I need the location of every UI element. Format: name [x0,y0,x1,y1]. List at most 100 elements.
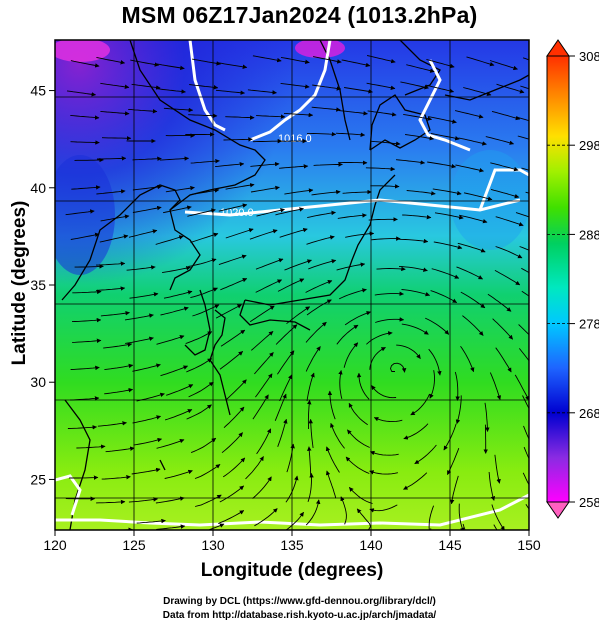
wind-streamline [368,217,398,222]
wind-streamline [277,418,288,447]
lat-lon-grid [55,40,529,530]
wind-streamline [462,315,484,336]
y-tick-label: 45 [30,83,46,99]
wind-streamline [520,85,529,90]
x-tick-label: 135 [280,537,304,553]
wind-streamline [71,185,101,190]
wind-streamline [132,415,162,424]
wind-streamline [250,185,280,193]
wind-streamline [252,55,282,63]
wind-streamline [410,393,431,416]
wind-streamline [523,425,529,441]
wind-streamline [162,265,191,274]
wind-streamline [406,64,435,73]
wind-streamline [446,447,460,476]
wind-streamline [188,113,218,119]
wind-streamline [347,429,370,448]
wind-streamline [343,342,359,368]
wind-streamline [311,189,341,196]
wind-streamline [369,347,386,370]
wind-streamline [218,254,247,266]
wind-streamline [518,348,529,362]
wind-streamline [222,457,246,478]
wind-streamline [132,205,162,213]
wind-streamline [457,242,486,253]
wind-streamline [306,372,315,402]
wind-streamline [330,422,345,449]
wind-streamline [338,369,343,400]
wind-streamline [495,216,524,227]
wind-streamline [463,192,493,201]
wind-streamline [367,55,396,64]
wind-streamline [188,258,217,267]
wind-streamline [466,56,495,67]
wind-streamline [517,135,529,140]
wind-streamline [101,136,132,141]
wind-streamline [429,370,435,399]
wind-streamline [252,138,283,144]
wind-streamline [313,56,342,64]
wind-streamline [515,212,529,218]
wind-streamline [70,365,100,371]
wind-streamline [345,231,375,238]
wind-streamlines [65,55,529,530]
wind-streamline [71,317,102,323]
wind-streamline [255,279,283,293]
x-axis-label: Longitude (degrees) [200,560,384,581]
wind-streamline [371,236,401,241]
wind-streamline [489,372,501,401]
wind-streamline [514,374,529,401]
wind-streamline [431,268,460,279]
x-tick-label: 150 [517,537,541,553]
wind-streamline [279,374,293,402]
wind-streamline [72,338,102,344]
wind-streamline [305,499,321,526]
wind-streamline [225,228,254,239]
y-tick-label: 40 [30,180,46,196]
wind-streamline [95,261,126,266]
wind-streamline [101,474,131,480]
wind-streamline [375,317,405,323]
wind-streamline [254,352,274,375]
wind-streamline [428,116,457,124]
wind-streamline [488,471,496,501]
wind-streamline [131,83,161,90]
wind-streamline [100,214,130,222]
wind-streamline [344,311,372,326]
map-title: MSM 06Z17Jan2024 (1013.2hPa) [121,2,478,28]
wind-streamline [286,443,295,473]
wind-streamline [367,110,397,117]
wind-streamline [159,156,190,161]
wind-streamline [427,161,457,169]
wind-streamline [306,399,312,429]
wind-streamline [402,214,432,220]
wind-streamline [155,496,185,504]
wind-streamline [414,444,437,465]
wind-streamline [312,84,342,91]
wind-streamline [286,306,311,325]
isobars [55,40,529,527]
wind-streamline [280,82,310,89]
wind-streamline [371,140,401,146]
x-tick-label: 120 [43,537,67,553]
wind-streamline [249,305,275,323]
contour-label-1020: 1020.0 [220,207,254,219]
wind-streamline [374,291,404,296]
wind-streamline [348,487,373,504]
wind-streamline [190,188,220,196]
wind-streamline [307,131,337,137]
wind-streamline [215,304,242,319]
wind-streamline [223,137,253,142]
wind-streamline [485,136,515,145]
wind-streamline [164,469,193,479]
wind-streamline [69,475,99,480]
wind-streamline [425,84,455,93]
wind-streamline [428,348,442,376]
wind-streamline [308,418,314,449]
wind-streamline [103,342,133,349]
wind-streamline [398,265,428,272]
wind-streamline [255,258,284,270]
y-tick-label: 35 [30,277,46,293]
wind-streamline [160,365,189,377]
